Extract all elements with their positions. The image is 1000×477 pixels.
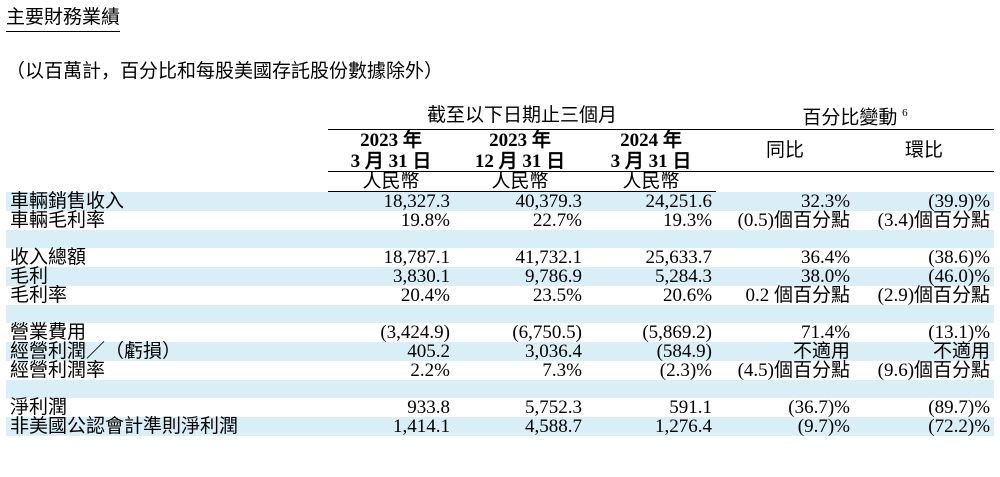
cell-value: (72.2)% (854, 417, 995, 437)
cell-value: 71.4% (800, 322, 851, 344)
table-row: 淨利潤 933.8 5,752.3 591.1 (36.7)% (89.7)% (6, 398, 994, 417)
cell-value: (3,424.9) (380, 322, 450, 344)
cell-value: (46.0)% (854, 267, 995, 287)
cell-value: 18,787.1 (383, 247, 451, 269)
cell-value: 32.3% (716, 191, 855, 212)
change-group-header: 百分比變動 6 (716, 102, 995, 131)
row-label: 車輛銷售收入 (6, 191, 328, 212)
cell-value: (5,869.2) (642, 322, 713, 344)
cell-value: (4.5)個百分點 (737, 360, 851, 382)
period-year: 2024 年 (620, 130, 682, 152)
cell-value: (9.6)個百分點 (877, 360, 991, 382)
cell-value: 1,414.1 (328, 417, 454, 437)
period-year: 2023 年 (489, 130, 551, 152)
cell-value: 18,327.3 (328, 191, 454, 212)
cell-value: 5,284.3 (586, 267, 717, 287)
cell-value: 4,588.7 (454, 417, 586, 437)
table-row: 收入總額 18,787.1 41,732.1 25,633.7 36.4% (38.6)% (6, 248, 994, 267)
cell-value: 0.2 個百分點 (745, 285, 851, 307)
row-label: 非美國公認會計準則淨利潤 (6, 417, 328, 437)
cell-value: 38.0% (716, 267, 855, 287)
cell-value: (0.5)個百分點 (737, 210, 851, 232)
table-row: 營業費用 (3,424.9) (6,750.5) (5,869.2) 71.4% (13.… (6, 323, 994, 342)
table-row: 車輛毛利率 19.8% 22.7% 19.3% (0.5)個百分點 (3.4)個百分點 (6, 211, 994, 230)
cell-value: 933.8 (407, 397, 450, 419)
row-label: 淨利潤 (10, 397, 68, 419)
table-row: 非美國公認會計準則淨利潤 1,414.1 4,588.7 1,276.4 (9.7)%(… (6, 417, 995, 437)
row-label: 經營利潤／（虧損） (6, 342, 328, 362)
cell-value: (2.3)% (659, 360, 713, 382)
row-label: 經營利潤率 (10, 360, 106, 382)
cell-value: 405.2 (328, 342, 454, 362)
cell-value: 40,379.3 (454, 191, 586, 212)
row-label: 毛利 (6, 267, 328, 287)
row-label: 收入總額 (10, 247, 87, 269)
cell-value: 41,732.1 (515, 247, 583, 269)
cell-value: 3,036.4 (454, 342, 586, 362)
cell-value: (13.1)% (928, 322, 991, 344)
table-header: 截至以下日期止三個月 百分比變動 6 2023 年 2023 年 2024 年 … (6, 102, 995, 193)
section-title: 主要財務業績 (6, 6, 121, 32)
period-date: 12 月 31 日 (454, 152, 586, 173)
row-label: 營業費用 (10, 322, 87, 344)
cell-value: 7.3% (542, 360, 582, 382)
table-body: 車輛銷售收入 18,327.3 40,379.3 24,251.6 32.3% (39.9… (6, 191, 995, 437)
cell-value: 20.4% (400, 285, 450, 307)
cell-value: (89.7)% (928, 397, 991, 419)
cell-value: 19.8% (400, 210, 450, 232)
cell-value: 22.7% (532, 210, 582, 232)
table-row: 車輛銷售收入 18,327.3 40,379.3 24,251.6 32.3% (39.9… (6, 191, 995, 212)
table-row: 毛利率 20.4% 23.5% 20.6% 0.2 個百分點 (2.9)個百分點 (6, 286, 994, 305)
cell-value: (584.9) (586, 342, 717, 362)
cell-value: (38.6)% (928, 247, 991, 269)
cell-value: 不適用 (854, 342, 995, 362)
cell-value: (39.9)% (854, 191, 995, 212)
period-year: 2023 年 (360, 130, 422, 152)
period-date: 3 月 31 日 (586, 152, 717, 173)
cell-value: 1,276.4 (586, 417, 717, 437)
cell-value: 3,830.1 (328, 267, 454, 287)
cell-value: 20.6% (662, 285, 713, 307)
spacer-row (6, 230, 995, 249)
table-row: 毛利 3,830.1 9,786.9 5,284.3 38.0% (46.0)% (6, 267, 995, 287)
cell-value: 19.3% (662, 210, 713, 232)
section-subtitle: （以百萬計，百分比和每股美國存託股份數據除外） (6, 61, 444, 82)
period-group-header: 截至以下日期止三個月 (328, 102, 717, 131)
cell-value: (6,750.5) (512, 322, 582, 344)
financial-results-table: 截至以下日期止三個月 百分比變動 6 2023 年 2023 年 2024 年 … (6, 102, 995, 437)
cell-value: 23.5% (532, 285, 582, 307)
qoq-header: 環比 (854, 129, 995, 173)
row-label: 車輛毛利率 (10, 210, 106, 232)
spacer-row (6, 305, 995, 324)
cell-value: 不適用 (716, 342, 855, 362)
yoy-header: 同比 (716, 129, 855, 173)
table-row: 經營利潤率 2.2% 7.3% (2.3)% (4.5)個百分點 (9.6)個百分點 (6, 361, 994, 380)
cell-value: 2.2% (410, 360, 450, 382)
period-currency: 人民幣 (454, 171, 586, 193)
cell-value: 5,752.3 (525, 397, 582, 419)
cell-value: 24,251.6 (586, 191, 717, 212)
period-date: 3 月 31 日 (328, 152, 454, 173)
cell-value: (3.4)個百分點 (877, 210, 991, 232)
cell-value: 591.1 (669, 397, 713, 419)
cell-value: (9.7)% (716, 417, 855, 437)
cell-value: (36.7)% (788, 397, 851, 419)
period-currency: 人民幣 (328, 171, 454, 193)
spacer-row (6, 380, 995, 399)
cell-value: (2.9)個百分點 (877, 285, 991, 307)
cell-value: 36.4% (800, 247, 851, 269)
cell-value: 25,633.7 (645, 247, 713, 269)
row-label: 毛利率 (10, 285, 68, 307)
period-currency: 人民幣 (586, 171, 717, 193)
cell-value: 9,786.9 (454, 267, 586, 287)
table-row: 經營利潤／（虧損） 405.2 3,036.4 (584.9) 不適用 不適用 (6, 342, 995, 362)
